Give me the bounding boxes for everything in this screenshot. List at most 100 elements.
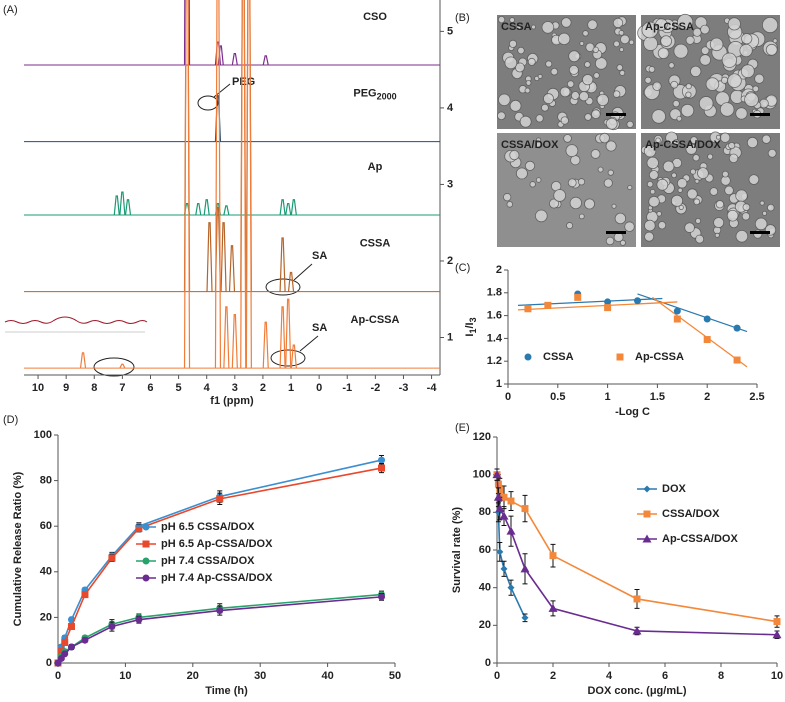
peak [240, 0, 247, 369]
marker [673, 315, 681, 323]
particle [676, 115, 683, 122]
x-tick-label: 8 [718, 670, 724, 682]
marker [548, 603, 558, 612]
particle [535, 114, 544, 123]
particle [677, 187, 683, 193]
x-tick-label: 4 [204, 382, 211, 394]
particle [649, 188, 656, 195]
peak [279, 199, 286, 216]
particle [509, 150, 520, 161]
particle [726, 209, 739, 222]
legend-marker [643, 485, 651, 493]
marker [496, 486, 504, 494]
y-tick-label: 5 [447, 25, 453, 37]
particle [584, 113, 592, 121]
arrow [293, 263, 313, 281]
particle [618, 30, 625, 36]
particle [735, 107, 748, 120]
particle [529, 181, 536, 188]
peak [113, 195, 120, 216]
particle [508, 39, 518, 48]
particle [715, 200, 725, 209]
particle [605, 140, 617, 152]
marker [604, 298, 612, 306]
y-tick-label: 2 [496, 264, 502, 276]
particle [646, 180, 654, 188]
particle [692, 154, 700, 162]
particle [715, 134, 721, 140]
marker [135, 616, 143, 624]
particle [497, 111, 506, 121]
peak [262, 55, 269, 66]
x-tick-label: 20 [187, 670, 199, 682]
trace-label-text: PEG [353, 87, 376, 99]
peak [287, 271, 295, 292]
marker [67, 643, 75, 651]
particle [648, 66, 656, 73]
x-tick-label: 2.5 [749, 391, 764, 403]
legend-marker [643, 510, 651, 518]
x-tick-label: 6 [662, 670, 668, 682]
particle [721, 76, 729, 84]
particle [685, 35, 695, 45]
marker [733, 356, 741, 364]
particle [697, 167, 709, 180]
particle [685, 83, 692, 90]
particle [566, 222, 574, 230]
series-line [496, 474, 778, 636]
trace-label: CSSA [360, 237, 391, 249]
particle [626, 120, 634, 129]
micrograph-caption: Ap-CSSA/DOX [645, 139, 721, 151]
x-tick-label: 0 [316, 382, 322, 394]
particle [740, 64, 755, 79]
particle [527, 57, 536, 66]
fit-line [517, 301, 678, 311]
particle [644, 219, 656, 232]
y-tick-label: 100 [473, 469, 491, 481]
particle [707, 153, 714, 160]
particle [535, 209, 548, 223]
marker [61, 638, 69, 646]
particle [662, 160, 675, 173]
particle [652, 81, 662, 91]
marker [633, 297, 641, 305]
particle [577, 178, 586, 186]
particle [655, 137, 661, 143]
x-tick-label: 1.5 [650, 391, 665, 403]
particle [568, 50, 581, 63]
particle [525, 79, 532, 86]
particle [648, 170, 659, 180]
particle [670, 80, 679, 89]
particle [689, 168, 697, 175]
particle [563, 134, 572, 143]
particle [641, 21, 659, 39]
peak [231, 313, 238, 369]
particle [727, 73, 742, 88]
particle [619, 47, 625, 53]
marker [604, 304, 612, 312]
particle [565, 144, 579, 158]
spectra [24, 0, 440, 369]
y-tick-label: 1 [447, 331, 453, 343]
x-tick-label: 2 [550, 670, 556, 682]
particle [612, 90, 621, 98]
particle [685, 91, 692, 98]
particle [676, 178, 688, 189]
peak [223, 306, 230, 369]
marker [507, 497, 515, 505]
legend-label: CSSA [543, 351, 574, 363]
particle [727, 17, 741, 31]
particle [765, 43, 778, 56]
scale-bar [750, 231, 770, 234]
particle [497, 15, 506, 24]
marker [492, 470, 502, 479]
x-axis-label: -Log C [615, 406, 650, 418]
trace-label: Ap [368, 161, 383, 173]
particle [700, 24, 710, 35]
particle [584, 198, 596, 210]
marker [108, 623, 116, 631]
particle [668, 62, 675, 69]
particle [548, 198, 559, 209]
circle-marker [265, 278, 301, 296]
panel-label: (A) [3, 4, 18, 16]
